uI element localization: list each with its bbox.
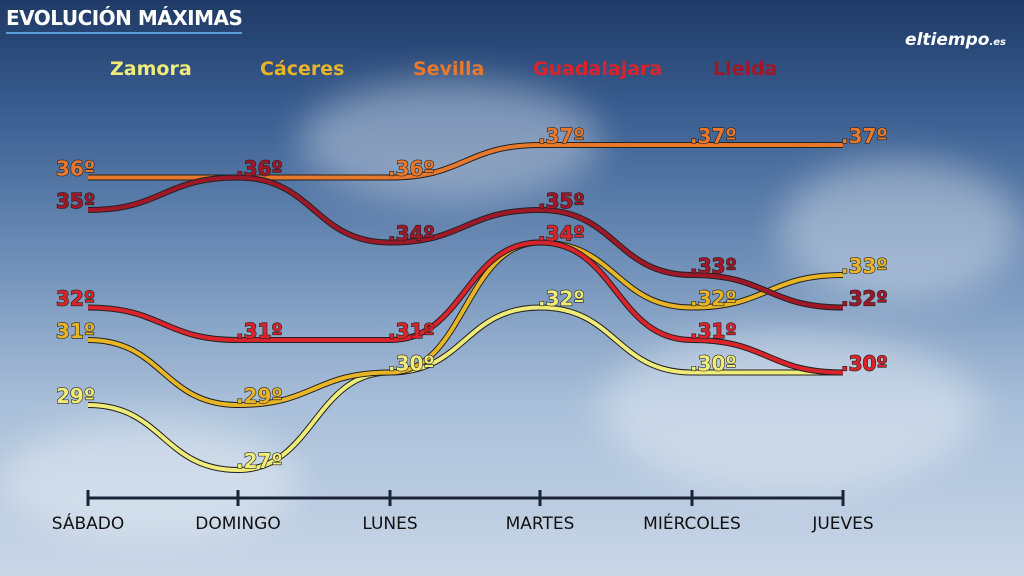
data-label: .36º — [236, 157, 283, 181]
x-tick-label: LUNES — [362, 514, 417, 534]
data-label: .37º — [841, 124, 888, 148]
x-tick-label: DOMINGO — [195, 514, 280, 534]
data-label: .27º — [236, 449, 283, 473]
data-label: .32º — [690, 287, 737, 311]
data-label: .30º — [388, 352, 435, 376]
x-tick-label: MIÉRCOLES — [643, 512, 741, 534]
series-line-lleida — [87, 175, 844, 310]
data-label: .31º — [690, 319, 737, 343]
series-line-cáceres — [87, 240, 844, 408]
data-label: .32º — [841, 287, 888, 311]
data-label: .31º — [236, 319, 283, 343]
data-label: .31º — [388, 319, 435, 343]
x-tick-label: SÁBADO — [52, 512, 125, 534]
x-tick-label: JUEVES — [811, 514, 873, 534]
legend-guadalajara: Guadalajara — [533, 58, 662, 80]
data-label: 36º — [56, 157, 95, 181]
legend-cáceres: Cáceres — [260, 58, 344, 80]
data-label: .30º — [841, 352, 888, 376]
x-tick-label: MARTES — [506, 514, 575, 534]
data-label: .30º — [690, 352, 737, 376]
data-label: .37º — [690, 124, 737, 148]
data-label: .32º — [538, 287, 585, 311]
eltiempo-logo: eltiempo.es — [905, 30, 1006, 50]
data-label: .33º — [690, 254, 737, 278]
series-line-zamora — [87, 305, 843, 473]
chart-title: EVOLUCIÓN MÁXIMAS — [6, 6, 243, 34]
data-label: .35º — [538, 189, 585, 213]
data-label: 29º — [56, 384, 95, 408]
legend-sevilla: Sevilla — [413, 58, 484, 80]
series-line-sevilla — [88, 142, 843, 180]
series-line-guadalajara — [87, 240, 844, 375]
data-label: 32º — [56, 287, 95, 311]
legend-zamora: Zamora — [110, 58, 192, 80]
data-label: .34º — [388, 222, 435, 246]
data-label: .34º — [538, 222, 585, 246]
data-label: .33º — [841, 254, 888, 278]
data-label: 35º — [56, 189, 95, 213]
data-label: .29º — [236, 384, 283, 408]
data-label: .37º — [538, 124, 585, 148]
data-label: 31º — [56, 319, 95, 343]
legend-lleida: Lleida — [713, 58, 777, 80]
data-label: .36º — [388, 157, 435, 181]
